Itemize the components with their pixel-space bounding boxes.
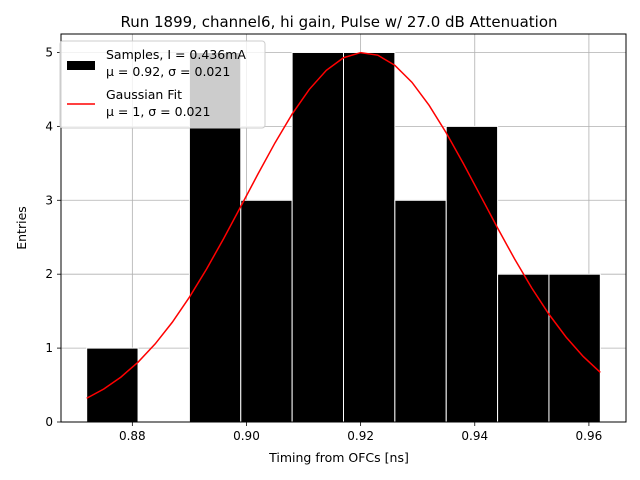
legend-samples-stats: μ = 0.92, σ = 0.021 bbox=[106, 64, 230, 79]
x-tick-label: 0.90 bbox=[233, 429, 260, 443]
x-tick-label: 0.96 bbox=[576, 429, 603, 443]
histogram-bar bbox=[394, 199, 447, 423]
x-tick-label: 0.94 bbox=[461, 429, 488, 443]
plot-area: 0.88 0.90 0.92 0.94 0.96 0 1 2 3 4 5 bbox=[45, 33, 627, 443]
gaussian-fit-curve bbox=[86, 51, 601, 399]
histogram-bar bbox=[86, 347, 139, 423]
y-axis-ticks: 0 1 2 3 4 5 bbox=[45, 45, 61, 429]
histogram-bars bbox=[86, 51, 601, 423]
x-axis-ticks: 0.88 0.90 0.92 0.94 0.96 bbox=[119, 422, 602, 443]
legend-box bbox=[59, 40, 266, 129]
fit-line bbox=[86, 51, 601, 399]
histogram-bar bbox=[445, 125, 499, 423]
histogram-bar bbox=[548, 273, 601, 423]
histogram-bar bbox=[291, 51, 344, 423]
y-tick-label: 0 bbox=[45, 415, 53, 429]
histogram-bar bbox=[240, 199, 293, 423]
legend-samples-label: Samples, I = 0.436mA bbox=[106, 47, 246, 62]
axes-frame bbox=[60, 33, 627, 423]
y-tick-label: 5 bbox=[45, 45, 53, 59]
y-axis-label: Entries bbox=[14, 206, 29, 250]
legend-samples-swatch bbox=[67, 61, 95, 70]
y-tick-label: 3 bbox=[45, 193, 53, 207]
histogram-bar bbox=[343, 51, 396, 423]
y-tick-label: 4 bbox=[45, 119, 53, 133]
x-tick-label: 0.88 bbox=[119, 429, 146, 443]
x-tick-label: 0.92 bbox=[347, 429, 374, 443]
y-tick-label: 2 bbox=[45, 267, 53, 281]
histogram-bar bbox=[497, 273, 550, 423]
chart-title: Run 1899, channel6, hi gain, Pulse w/ 27… bbox=[120, 13, 557, 31]
legend-fit-label: Gaussian Fit bbox=[106, 87, 182, 102]
x-axis-label: Timing from OFCs [ns] bbox=[268, 450, 409, 465]
legend-fit-stats: μ = 1, σ = 0.021 bbox=[106, 104, 210, 119]
y-tick-label: 1 bbox=[45, 341, 53, 355]
legend: Samples, I = 0.436mA μ = 0.92, σ = 0.021… bbox=[59, 40, 266, 129]
